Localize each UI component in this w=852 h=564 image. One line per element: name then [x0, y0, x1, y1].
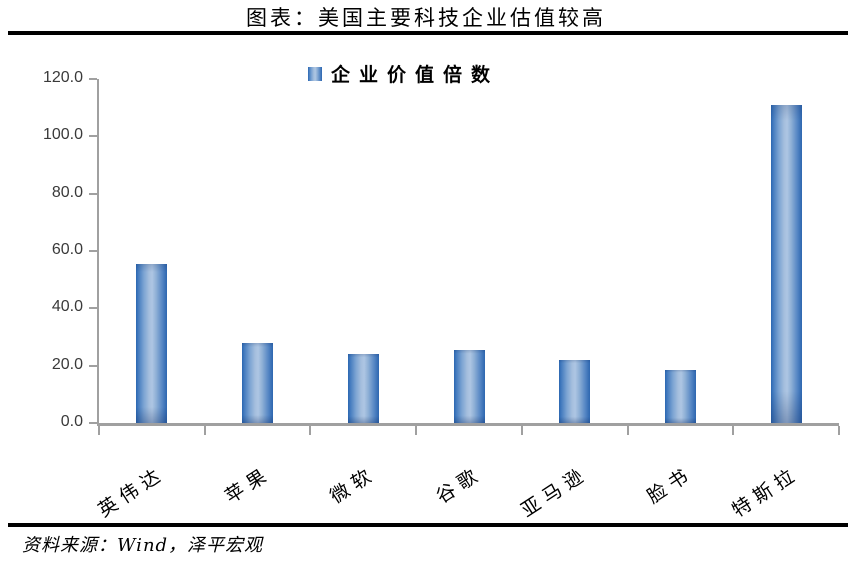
- bottom-rule: [8, 523, 848, 527]
- bar-脸书: [664, 369, 696, 423]
- y-axis-tick: [89, 78, 97, 80]
- chart-title: 图表：美国主要科技企业估值较高: [246, 6, 606, 30]
- source-note: 资料来源：Wind，泽平宏观: [22, 535, 264, 556]
- y-axis-tick-label: 0.0: [60, 413, 83, 430]
- bar-微软: [347, 354, 379, 423]
- bar-特斯拉: [770, 104, 802, 423]
- bar-亚马逊: [559, 359, 591, 423]
- y-axis-tick-label: 120.0: [42, 69, 83, 86]
- y-axis-tick-label: 80.0: [51, 183, 83, 201]
- legend-swatch-icon: [308, 66, 322, 81]
- x-axis-tick: [626, 426, 629, 435]
- legend: 企业价值倍数: [308, 60, 499, 87]
- x-category-label: 英伟达: [94, 462, 170, 522]
- y-axis-tick: [89, 307, 97, 310]
- x-axis-tick: [520, 426, 523, 435]
- x-axis-tick: [415, 426, 418, 435]
- bar-英伟达: [136, 263, 168, 423]
- x-axis-tick: [98, 426, 100, 435]
- x-axis-tick: [309, 426, 312, 435]
- y-axis-tick-label: 100.0: [42, 126, 83, 144]
- y-axis-tick: [89, 422, 97, 424]
- x-category-label: 特斯拉: [728, 462, 804, 522]
- y-axis-tick: [89, 364, 97, 367]
- x-category-label: 微软: [326, 462, 381, 509]
- plot-area: 0.0 20.0 40.0 60.0 80.0 100.0 120.0 英伟达 苹果 微软 谷歌 亚马…: [43, 69, 840, 522]
- y-axis-tick-label: 40.0: [51, 298, 83, 316]
- x-category-label: 脸书: [643, 462, 698, 509]
- x-axis-tick: [838, 426, 840, 435]
- bar-谷歌: [453, 349, 485, 423]
- legend-label: 企业价值倍数: [331, 64, 500, 86]
- top-rule: [8, 31, 848, 35]
- x-category-label: 谷歌: [432, 462, 487, 509]
- y-axis-tick-label: 20.0: [51, 355, 83, 373]
- y-axis-tick-label: 60.0: [51, 241, 83, 258]
- y-axis-tick: [89, 250, 97, 252]
- x-axis-tick: [732, 426, 735, 435]
- bar-苹果: [242, 342, 274, 423]
- x-category-label: 苹果: [220, 462, 275, 509]
- x-category-label: 亚马逊: [516, 462, 592, 522]
- y-axis-tick: [89, 192, 97, 195]
- x-axis-tick: [203, 426, 206, 435]
- y-axis-tick: [89, 135, 97, 138]
